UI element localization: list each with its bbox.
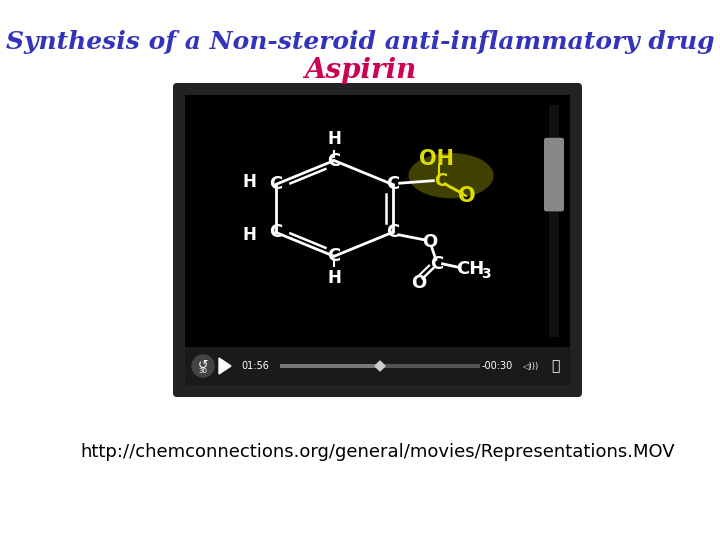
Text: C: C bbox=[328, 247, 341, 265]
Text: ↺: ↺ bbox=[198, 359, 208, 372]
Text: C: C bbox=[386, 176, 399, 193]
Text: http://chemconnections.org/general/movies/Representations.MOV: http://chemconnections.org/general/movie… bbox=[80, 443, 675, 461]
Text: O: O bbox=[412, 274, 427, 292]
Text: H: H bbox=[327, 130, 341, 148]
Text: H: H bbox=[327, 269, 341, 287]
Polygon shape bbox=[375, 361, 385, 371]
Text: O: O bbox=[422, 233, 438, 252]
Text: C: C bbox=[328, 152, 341, 170]
Bar bbox=[549, 105, 559, 337]
Bar bbox=[185, 95, 570, 347]
Text: CH: CH bbox=[456, 260, 485, 278]
Text: C: C bbox=[269, 176, 282, 193]
Text: O: O bbox=[458, 186, 476, 206]
Text: 01:56: 01:56 bbox=[241, 361, 269, 371]
Text: 30: 30 bbox=[199, 368, 207, 374]
Text: ⤢: ⤢ bbox=[551, 359, 559, 373]
Text: C: C bbox=[431, 255, 444, 273]
FancyBboxPatch shape bbox=[544, 138, 564, 211]
Bar bbox=[185, 347, 570, 385]
Text: ◁))): ◁))) bbox=[522, 361, 538, 370]
Text: H: H bbox=[243, 226, 256, 244]
Text: OH: OH bbox=[419, 149, 454, 169]
Text: Aspirin: Aspirin bbox=[304, 57, 416, 84]
Ellipse shape bbox=[408, 153, 494, 198]
FancyBboxPatch shape bbox=[173, 83, 582, 397]
Text: C: C bbox=[434, 172, 447, 190]
Text: Synthesis of a Non-steroid anti-inflammatory drug: Synthesis of a Non-steroid anti-inflamma… bbox=[6, 30, 714, 54]
Bar bbox=[280, 364, 480, 368]
Text: H: H bbox=[243, 173, 256, 191]
Bar bbox=[280, 364, 380, 368]
Polygon shape bbox=[219, 358, 231, 374]
Text: C: C bbox=[386, 224, 399, 241]
Circle shape bbox=[192, 355, 214, 377]
Text: 3: 3 bbox=[481, 267, 490, 281]
Text: C: C bbox=[269, 224, 282, 241]
Text: -00:30: -00:30 bbox=[482, 361, 513, 371]
